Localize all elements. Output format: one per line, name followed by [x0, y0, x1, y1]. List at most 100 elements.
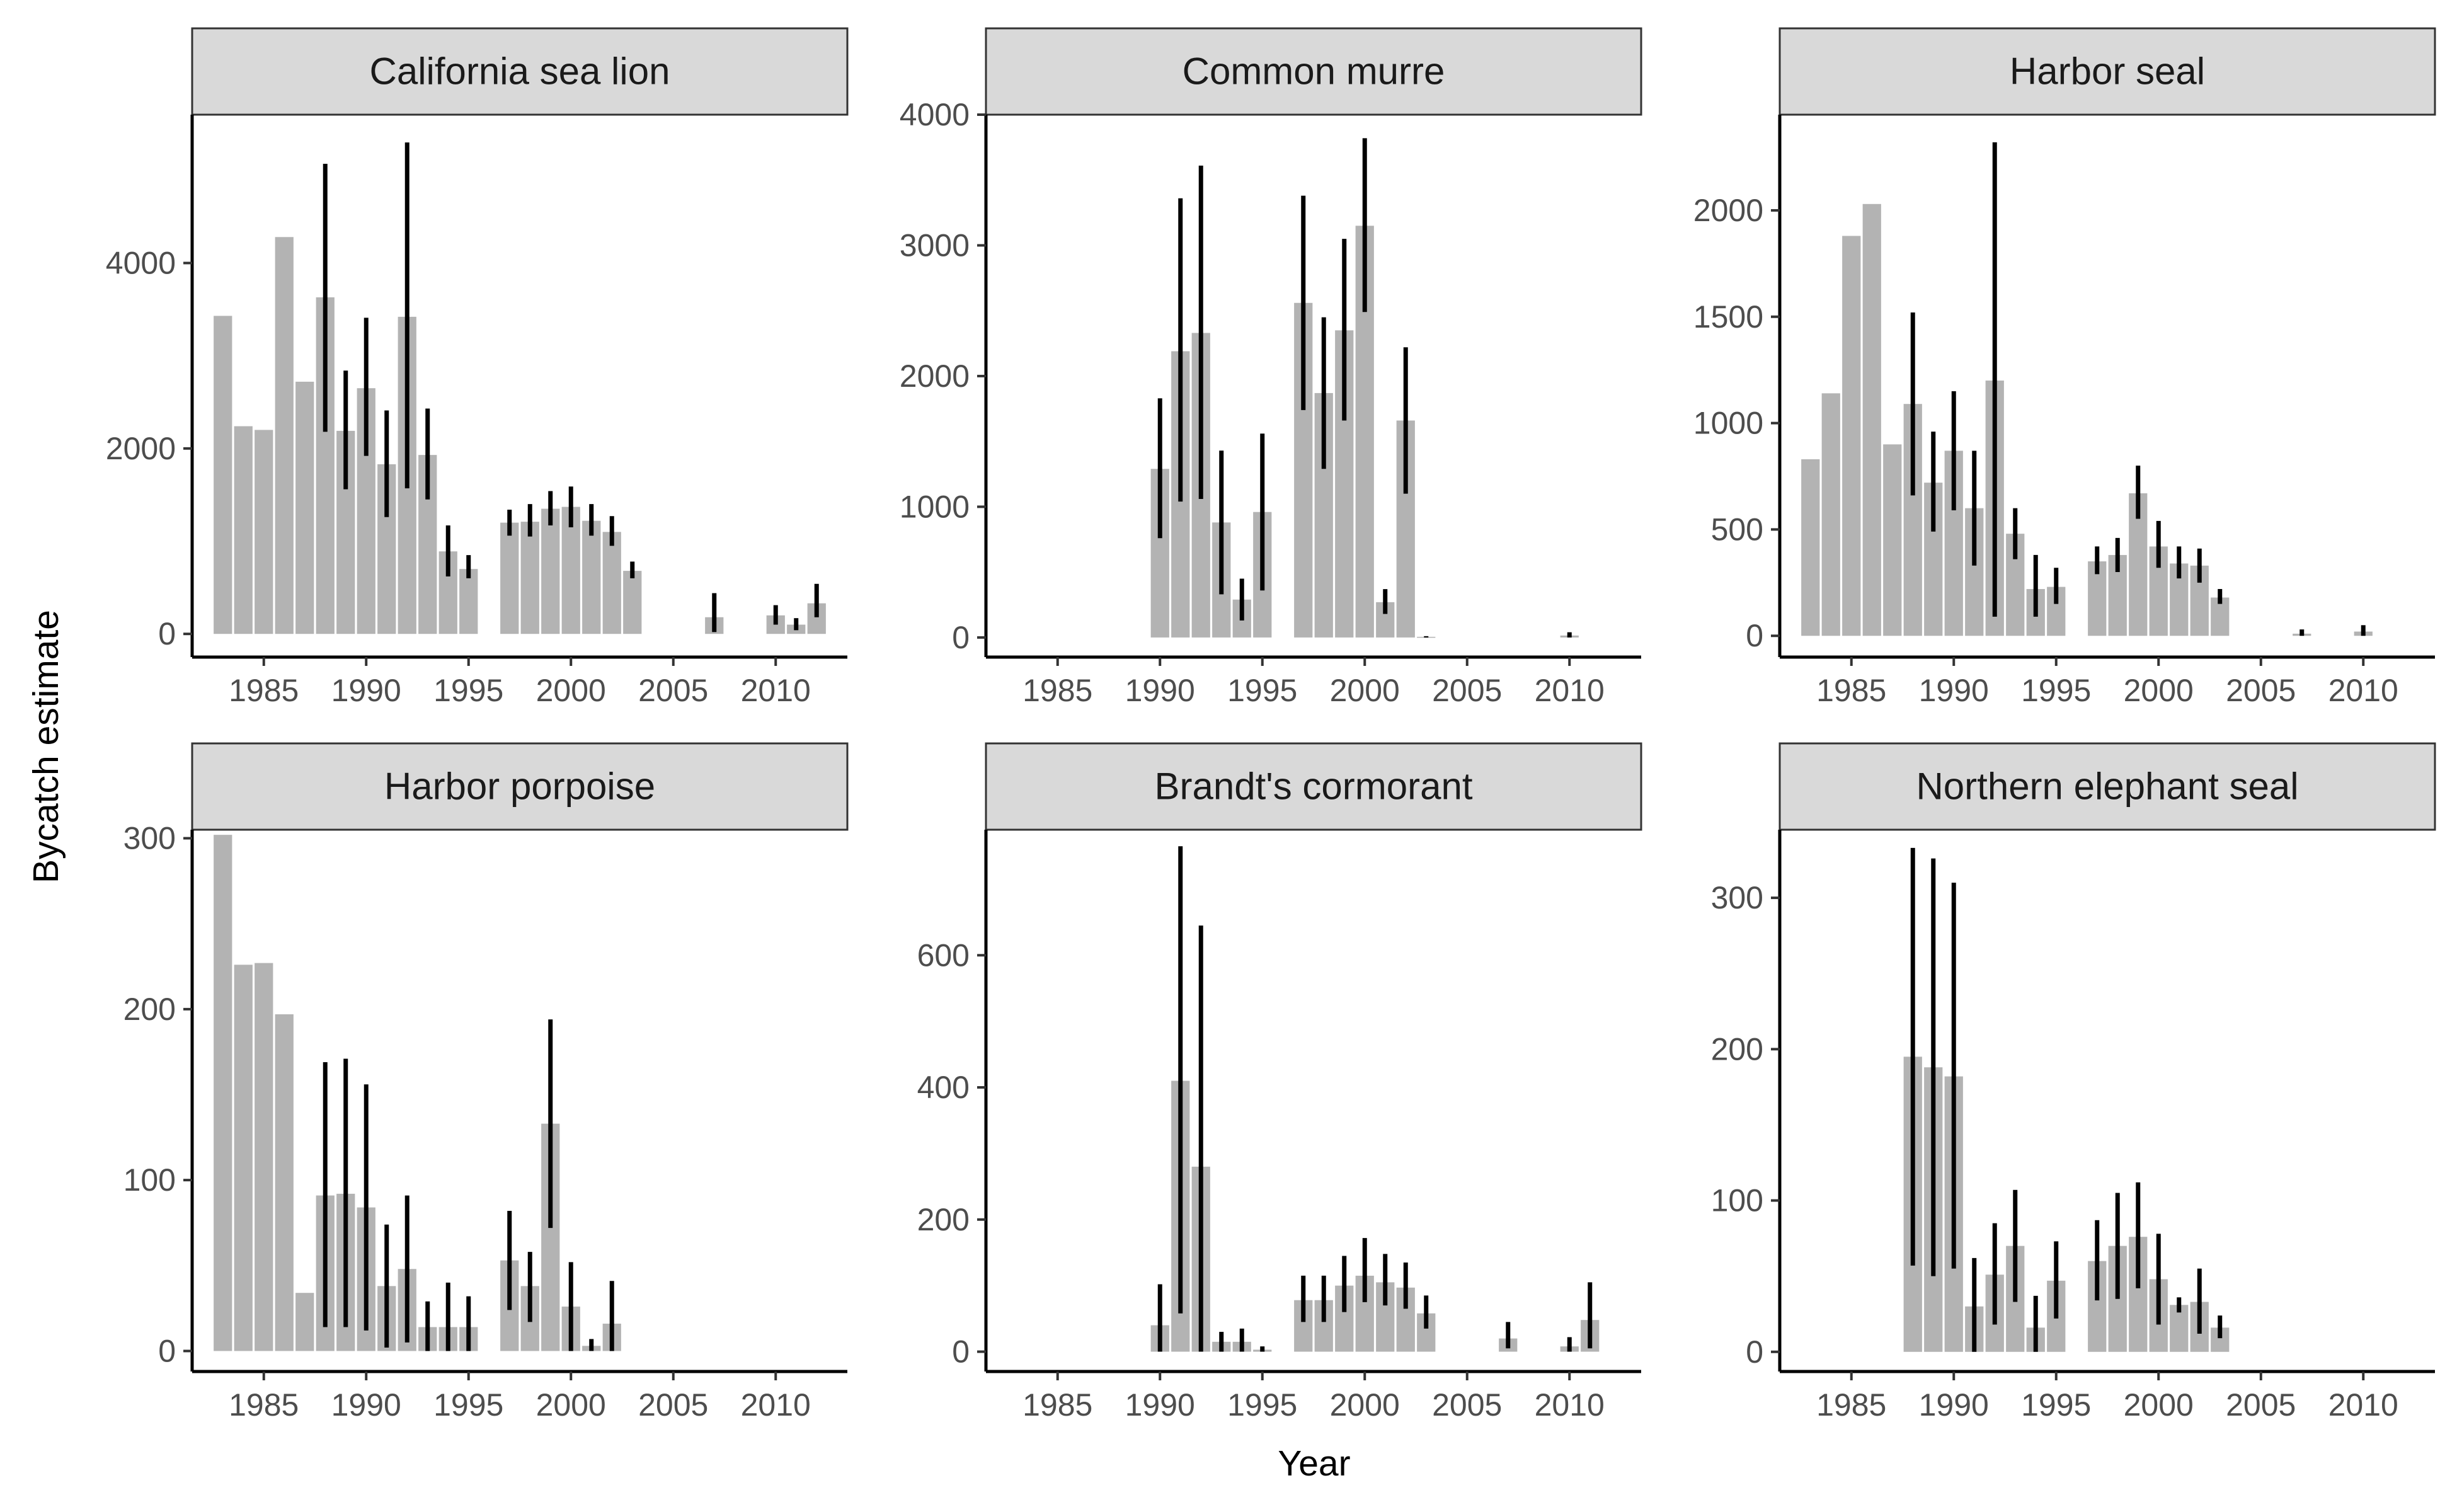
- panel-harbor-porpoise: Harbor porpoise 0 100 200 300 1985 1990 1995 200…: [123, 742, 849, 1423]
- x-tick-label: 2000: [536, 673, 606, 708]
- y-tick-label: 2000: [1693, 193, 1763, 228]
- y-tick-label: 3000: [900, 227, 970, 263]
- x-tick-label: 2010: [2328, 1387, 2398, 1423]
- y-tick-label: 300: [1711, 880, 1763, 915]
- y-tick-label: 100: [1711, 1183, 1763, 1218]
- x-axis-title: Year: [1278, 1443, 1350, 1484]
- y-tick-label: 0: [158, 616, 176, 651]
- y-axis-title: Bycatch estimate: [26, 610, 66, 883]
- x-tick-label: 1985: [1816, 673, 1886, 708]
- x-tick-label: 1995: [1227, 1387, 1297, 1423]
- bar-1987: [1883, 444, 1902, 636]
- bar-1987: [295, 1293, 314, 1351]
- y-tick-label: 1000: [1693, 406, 1763, 441]
- x-tick-label: 1990: [1125, 673, 1195, 708]
- y-tick-label: 200: [123, 992, 176, 1027]
- bar-1986: [275, 237, 294, 634]
- x-tick-label: 1985: [1022, 673, 1092, 708]
- y-tick-label: 200: [1711, 1031, 1763, 1067]
- y-tick-label: 0: [952, 620, 970, 655]
- bar-1984: [234, 965, 253, 1351]
- y-tick-label: 100: [123, 1162, 176, 1198]
- strip-header: [985, 742, 1642, 831]
- x-tick-label: 2000: [536, 1387, 606, 1423]
- y-tick-label: 2000: [900, 358, 970, 394]
- strip-header: [1778, 27, 2436, 116]
- x-tick-label: 1990: [331, 1387, 401, 1423]
- bar-1986: [1862, 203, 1881, 636]
- y-tick-label: 300: [123, 821, 176, 856]
- x-tick-label: 2005: [2226, 673, 2296, 708]
- strip-header: [1778, 742, 2436, 831]
- x-tick-label: 2010: [741, 673, 811, 708]
- x-tick-label: 1995: [433, 673, 503, 708]
- y-tick-label: 1500: [1693, 299, 1763, 335]
- panel-california-sea-lion: California sea lion 0 2000 4000 1985 1990 1995…: [106, 27, 849, 708]
- bar-1985: [255, 430, 273, 634]
- x-tick-label: 1995: [1227, 673, 1297, 708]
- x-tick-label: 1990: [331, 673, 401, 708]
- bar-2001: [2170, 1305, 2189, 1352]
- bar-1984: [234, 426, 253, 634]
- x-tick-label: 2005: [638, 673, 708, 708]
- x-tick-label: 1995: [433, 1387, 503, 1423]
- x-tick-label: 1995: [2021, 1387, 2091, 1423]
- y-tick-label: 200: [917, 1202, 970, 1237]
- y-tick-label: 500: [1711, 512, 1763, 547]
- y-tick-label: 600: [917, 937, 970, 973]
- panel-harbor-seal: Harbor seal 0 500 1000 1500 2000 1985 1990 1995 2…: [1693, 27, 2436, 708]
- bar-1998: [520, 522, 539, 634]
- y-tick-label: 0: [158, 1333, 176, 1368]
- bar-1983: [1801, 459, 1820, 636]
- x-tick-label: 1990: [1919, 673, 1989, 708]
- y-tick-label: 400: [917, 1070, 970, 1105]
- bar-2002: [602, 532, 621, 634]
- bar-1987: [295, 381, 314, 634]
- bar-2001: [582, 520, 601, 634]
- panel-common-murre: Common murre 0 1000 2000 3000 4000 1985 1990 199…: [900, 27, 1642, 708]
- x-tick-label: 2000: [1330, 673, 1400, 708]
- panel-title: Northern elephant seal: [1916, 765, 2298, 808]
- panel-brandt-s-cormorant: Brandt's cormorant 0 200 400 600 1985 1990 1995…: [917, 742, 1642, 1423]
- y-tick-label: 4000: [106, 245, 176, 280]
- bar-1999: [541, 508, 560, 634]
- y-tick-label: 0: [1746, 1334, 1763, 1370]
- x-tick-label: 1995: [2021, 673, 2091, 708]
- x-tick-label: 2005: [638, 1387, 708, 1423]
- panel-title: California sea lion: [370, 50, 670, 93]
- panel-northern-elephant-seal: Northern elephant seal 0 100 200 300 1985 1990…: [1711, 742, 2436, 1423]
- bar-1985: [1842, 236, 1861, 636]
- bar-1986: [275, 1014, 294, 1351]
- x-tick-label: 1985: [1022, 1387, 1092, 1423]
- bar-1985: [255, 963, 273, 1351]
- x-tick-label: 1985: [229, 673, 299, 708]
- bar-1983: [214, 835, 232, 1351]
- strip-header: [985, 27, 1642, 116]
- strip-header: [191, 742, 849, 831]
- x-tick-label: 2005: [1432, 673, 1502, 708]
- x-tick-label: 2010: [1535, 1387, 1605, 1423]
- bar-1997: [500, 522, 519, 634]
- y-tick-label: 4000: [900, 97, 970, 132]
- panel-title: Harbor porpoise: [384, 765, 655, 808]
- x-tick-label: 2000: [2124, 1387, 2194, 1423]
- y-tick-label: 2000: [106, 431, 176, 466]
- x-tick-label: 2010: [1535, 673, 1605, 708]
- x-tick-label: 1990: [1125, 1387, 1195, 1423]
- x-tick-label: 2005: [1432, 1387, 1502, 1423]
- x-tick-label: 2000: [1330, 1387, 1400, 1423]
- x-tick-label: 2010: [741, 1387, 811, 1423]
- x-tick-label: 1990: [1919, 1387, 1989, 1423]
- x-tick-label: 2000: [2124, 673, 2194, 708]
- x-tick-label: 1985: [229, 1387, 299, 1423]
- panel-title: Harbor seal: [2010, 50, 2205, 93]
- bar-1983: [214, 316, 232, 634]
- x-tick-label: 2010: [2328, 673, 2398, 708]
- bar-2000: [561, 507, 580, 634]
- bar-2003: [623, 571, 642, 634]
- bar-1995: [459, 569, 478, 634]
- x-tick-label: 1985: [1816, 1387, 1886, 1423]
- bar-1984: [1821, 393, 1840, 636]
